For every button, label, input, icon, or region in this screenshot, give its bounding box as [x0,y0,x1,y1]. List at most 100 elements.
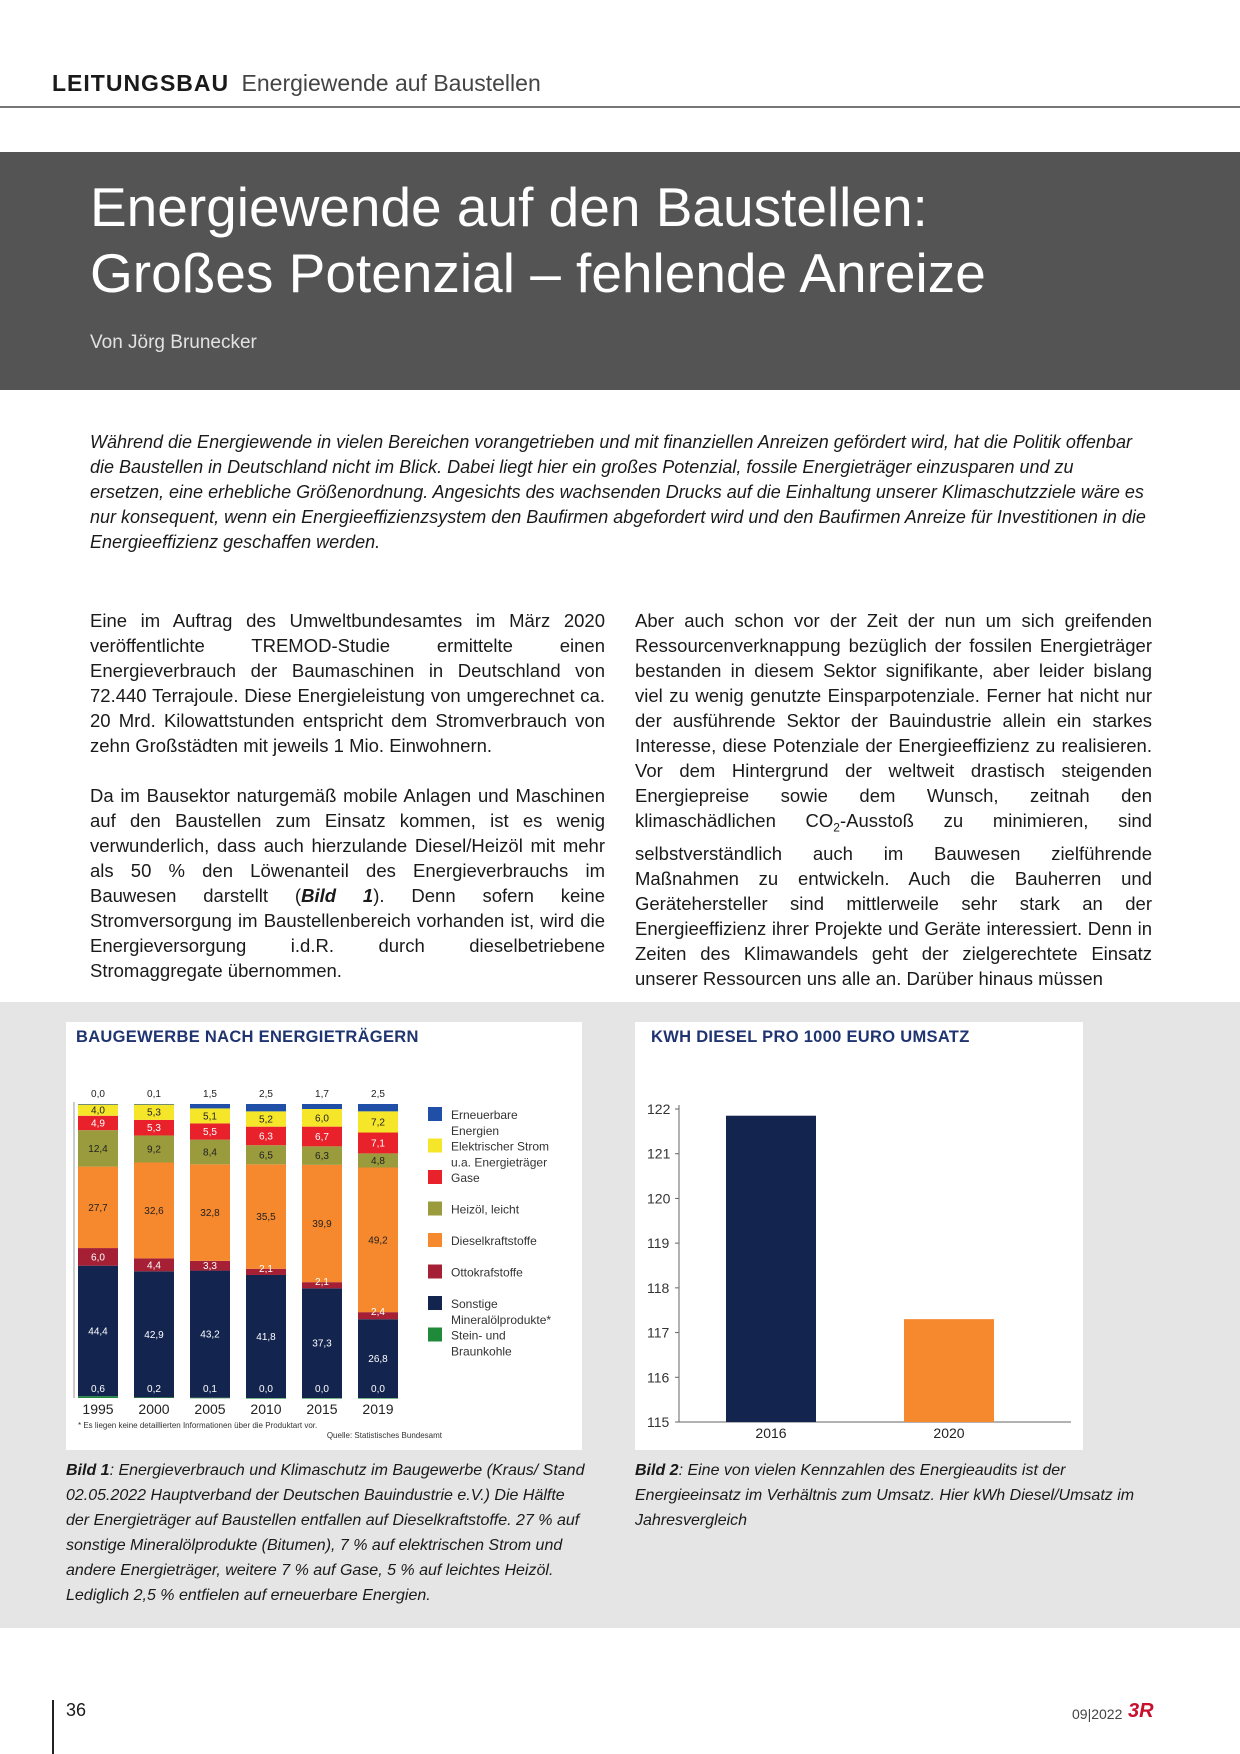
bar-segment [246,1145,286,1165]
legend-label: u.a. Energieträger [451,1156,547,1170]
x-tick-label: 2015 [306,1401,337,1417]
data-label: 5,5 [203,1127,217,1138]
bar-segment [358,1132,398,1154]
data-label: 4,4 [147,1260,161,1271]
figure-reference: Bild 1 [301,885,374,906]
legend-swatch [428,1233,442,1247]
article-title: Energiewende auf den Baustellen: Großes … [90,174,986,306]
y-tick-label: 118 [647,1280,670,1296]
data-label: 4,9 [91,1118,105,1129]
data-label: 35,5 [256,1212,276,1223]
data-label: 12,4 [88,1144,108,1155]
data-label: 32,6 [144,1206,164,1217]
bar-segment [190,1397,230,1399]
caption-text: : Energieverbrauch und Klimaschutz im Ba… [66,1462,585,1604]
bar-segment [190,1260,230,1271]
data-label: 0,0 [259,1384,273,1395]
y-tick-label: 122 [647,1101,671,1117]
data-label: 5,2 [259,1115,273,1126]
y-tick-label: 116 [647,1369,670,1385]
data-label: 37,3 [312,1339,332,1350]
bar-segment [134,1258,174,1272]
bar-segment [134,1135,174,1163]
x-tick-label: 2020 [933,1425,964,1441]
caption-label: Bild 1 [66,1462,110,1479]
data-label: 27,7 [88,1203,108,1214]
bar-segment [78,1166,118,1249]
title-banner: Energiewende auf den Baustellen: Großes … [0,152,1240,390]
data-label: 5,3 [147,1123,161,1134]
data-label: 39,9 [312,1219,332,1230]
bar-segment [190,1139,230,1165]
body-paragraph: Aber auch schon vor der Zeit der nun um … [635,608,1152,991]
y-tick-label: 119 [647,1235,670,1251]
bar-segment [78,1265,118,1397]
body-paragraph: Da im Bausektor naturgemäß mobile Anlage… [90,783,605,983]
bar-segment [134,1119,174,1136]
legend-swatch [428,1264,442,1279]
bar [904,1319,994,1422]
data-label: 42,9 [144,1330,164,1341]
body-column-1: Eine im Auftrag des Umweltbundesamtes im… [90,608,605,1008]
bar-segment [134,1104,174,1105]
legend-label: Ottokrafstoffe [451,1266,523,1280]
data-label: 41,8 [256,1332,276,1343]
bar-segment [358,1398,398,1399]
data-label: 0,0 [91,1089,105,1100]
page-number: 36 [66,1700,87,1720]
bar-segment [302,1104,342,1109]
bar-segment [302,1282,342,1289]
legend-label: Dieselkraftstoffe [451,1234,537,1248]
bar-segment [190,1123,230,1140]
data-label: 1,7 [315,1089,329,1100]
legend-label: Elektrischer Strom [451,1140,549,1154]
data-label: 0,6 [91,1384,105,1395]
bar-segment [78,1115,118,1131]
data-label: 6,7 [315,1132,329,1143]
x-tick-label: 2016 [755,1425,786,1441]
footer-rule [52,1700,54,1754]
data-label: 4,8 [371,1156,385,1167]
data-label: 0,0 [371,1384,385,1395]
bar-segment [78,1248,118,1266]
x-tick-label: 2000 [138,1401,169,1417]
bar-segment [134,1104,174,1120]
data-label: 49,2 [368,1235,388,1246]
data-label: 44,4 [88,1326,108,1337]
bar-segment [246,1398,286,1399]
data-label: 0,2 [147,1384,161,1395]
caption-text: : Eine von vielen Kennzahlen des Energie… [635,1462,1135,1529]
header-rule [0,106,1240,108]
bar-segment [302,1398,342,1399]
legend-label: Sonstige [451,1297,498,1311]
body-text: -Ausstoß zu minimieren, sind selbstverst… [635,810,1153,989]
bar-segment [358,1319,398,1398]
bar-chart: 115 116 117 118 119 120 121 122 2016 2020 [647,1101,1071,1441]
bar-segment [190,1270,230,1398]
data-label: 2,1 [315,1277,329,1288]
bar-segment [358,1111,398,1133]
bar-segment [134,1271,174,1398]
bar-segment [358,1312,398,1320]
legend-label: Gase [451,1171,480,1185]
data-label: 26,8 [368,1354,388,1365]
x-tick-label: 2005 [194,1401,225,1417]
section-subtitle: Energiewende auf Baustellen [241,70,541,96]
caption-2: Bild 2: Eine von vielen Kennzahlen des E… [635,1458,1155,1533]
bar-segment [78,1130,118,1167]
data-label: 43,2 [200,1330,220,1341]
lead-paragraph: Während die Energiewende in vielen Berei… [90,432,1146,552]
data-label: 2,1 [259,1264,273,1275]
subscript: 2 [833,820,840,835]
figure-2: KWH DIESEL PRO 1000 EURO UMSATZ 115 116 11… [635,1022,1083,1450]
data-label: 8,4 [203,1147,217,1158]
bar [726,1115,816,1422]
x-tick-label: 2010 [250,1401,281,1417]
bar-segment [358,1167,398,1313]
data-label: 9,2 [147,1144,161,1155]
bar-segment [358,1153,398,1168]
legend-label: Mineralölprodukte* [451,1313,551,1327]
legend-label: Energien [451,1124,499,1138]
bar-segment [246,1268,286,1275]
chart-title: KWH DIESEL PRO 1000 EURO UMSATZ [651,1028,970,1046]
